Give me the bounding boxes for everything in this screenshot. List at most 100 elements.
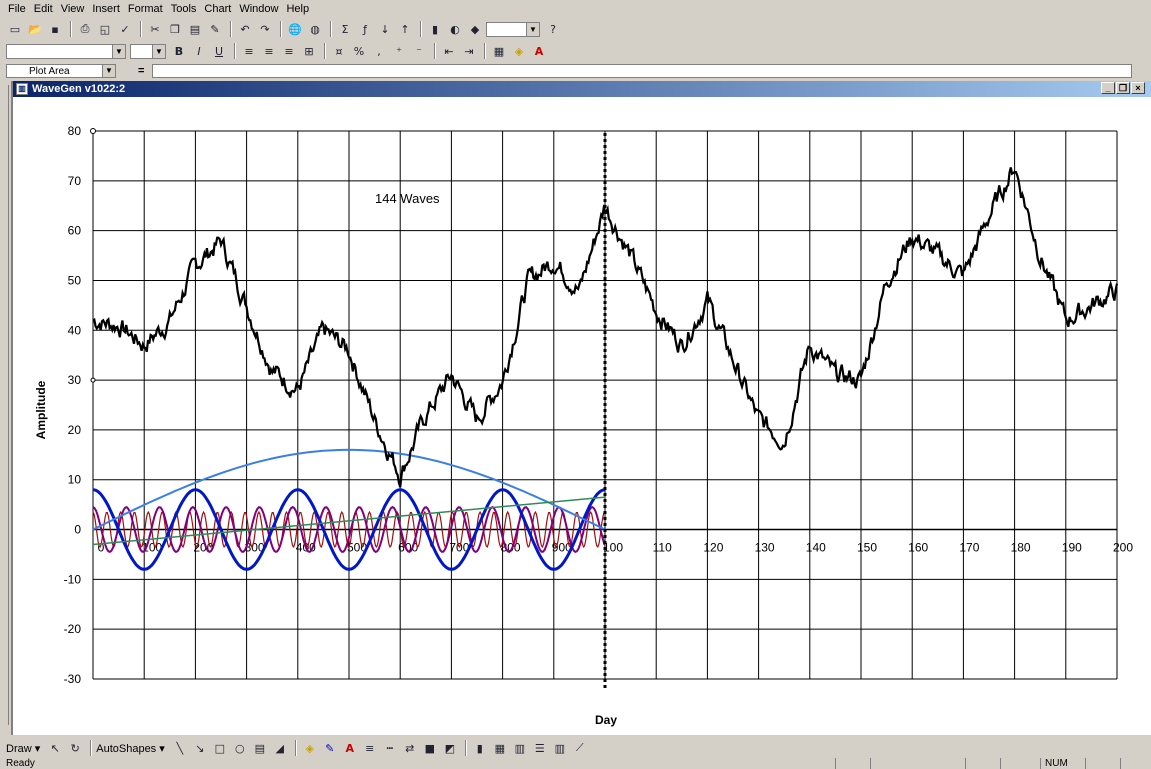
y-tick-label: 10 <box>68 473 82 487</box>
currency-icon[interactable]: ¤ <box>335 44 343 58</box>
menu-item-chart[interactable]: Chart <box>204 3 232 15</box>
formula-input[interactable] <box>152 64 1133 78</box>
format-painter-icon[interactable]: ✎ <box>210 22 220 36</box>
new-icon[interactable]: ▭ <box>9 22 21 36</box>
autosum-icon[interactable]: Σ <box>341 22 349 36</box>
paste-icon[interactable]: ▤ <box>189 22 201 36</box>
draw-menu[interactable]: Draw ▾ <box>6 742 41 755</box>
x-tick-label: 130 <box>755 541 775 555</box>
chart-type-icon[interactable]: ▮ <box>476 741 483 755</box>
separator <box>90 740 93 756</box>
y-tick-label: 30 <box>68 373 82 387</box>
drawing-icon[interactable]: ◆ <box>470 22 480 36</box>
open-icon[interactable]: 📂 <box>28 22 42 36</box>
rectangle-icon[interactable]: □ <box>214 741 225 755</box>
legend-icon[interactable]: ▦ <box>494 741 505 755</box>
menu-item-tools[interactable]: Tools <box>170 3 197 15</box>
increase-indent-icon[interactable]: ⇥ <box>464 44 474 58</box>
name-box[interactable]: Plot Area ▼ <box>6 64 116 78</box>
web-toolbar-icon[interactable]: ◍ <box>310 22 320 36</box>
angle-text-icon[interactable]: ⟋ <box>575 741 584 754</box>
shadow-icon[interactable]: ■ <box>424 741 435 755</box>
window-titlebar[interactable]: ▥ WaveGen v1022:2 _ ❐ × <box>13 81 1151 97</box>
oval-icon[interactable]: ○ <box>234 741 245 755</box>
by-column-icon[interactable]: ▥ <box>554 741 565 755</box>
status-bar: Ready NUM <box>0 758 1151 769</box>
data-table-icon[interactable]: ▥ <box>514 741 525 755</box>
restore-button[interactable]: ❐ <box>1116 82 1130 94</box>
wordart-icon[interactable]: ◢ <box>275 741 284 755</box>
x-tick-label: 160 <box>908 541 928 555</box>
y-tick-label: -10 <box>64 572 82 586</box>
close-button[interactable]: × <box>1131 82 1145 94</box>
chevron-down-icon: ▼ <box>112 44 125 58</box>
menu-bar: File Edit View Insert Format Tools Chart Window… <box>0 0 1151 18</box>
font-size-combo[interactable]: ▼ <box>130 43 166 59</box>
print-icon[interactable]: ⎙ <box>80 22 90 35</box>
by-row-icon[interactable]: ☰ <box>534 741 545 755</box>
bold-button[interactable]: B <box>174 44 184 58</box>
comma-button[interactable]: , <box>377 44 381 58</box>
font-color-icon[interactable]: A <box>534 44 544 58</box>
autoshapes-menu[interactable]: AutoShapes ▾ <box>96 742 165 755</box>
undo-icon[interactable]: ↶ <box>240 22 250 36</box>
align-center-icon[interactable]: ≡ <box>264 44 274 58</box>
series-group <box>92 133 1119 691</box>
save-icon[interactable]: ▪ <box>51 22 59 36</box>
line-color-icon[interactable]: ✎ <box>325 741 335 755</box>
status-cell <box>1085 758 1086 769</box>
chart-wizard-icon[interactable]: ▮ <box>431 22 439 36</box>
zoom-combo[interactable]: ▼ <box>486 21 540 37</box>
fill-color-icon[interactable]: ◈ <box>305 741 314 755</box>
map-icon[interactable]: ◐ <box>450 22 460 36</box>
sheet-left-edge <box>0 81 12 735</box>
redo-icon[interactable]: ↷ <box>260 22 270 36</box>
decrease-indent-icon[interactable]: ⇤ <box>444 44 454 58</box>
3d-icon[interactable]: ◩ <box>444 741 455 755</box>
select-objects-icon[interactable]: ↖ <box>50 741 60 755</box>
sort-descending-icon[interactable]: ↑ <box>400 22 410 36</box>
align-right-icon[interactable]: ≡ <box>284 44 294 58</box>
textbox-icon[interactable]: ▤ <box>254 741 265 755</box>
font-combo[interactable]: ▼ <box>6 43 126 59</box>
underline-button[interactable]: U <box>214 44 224 58</box>
spelling-icon[interactable]: ✓ <box>120 22 130 36</box>
increase-decimal-icon[interactable]: ⁺ <box>396 44 402 58</box>
arrow-style-icon[interactable]: ⇄ <box>405 741 415 755</box>
align-left-icon[interactable]: ≡ <box>244 44 254 58</box>
y-tick-label: -20 <box>64 622 82 636</box>
help-icon[interactable]: ? <box>550 22 556 36</box>
hyperlink-icon[interactable]: 🌐 <box>288 22 302 36</box>
line-style-icon[interactable]: ≡ <box>365 741 375 755</box>
cut-icon[interactable]: ✂ <box>150 22 160 36</box>
line-icon[interactable]: ╲ <box>176 741 184 755</box>
font-color-icon[interactable]: A <box>345 741 355 755</box>
menu-item-view[interactable]: View <box>60 3 85 15</box>
formatting-toolbar: ▼ ▼ B I U ≡ ≡ ≡ ⊞ ¤ % , ⁺ ⁻ ⇤ ⇥ ▦ ◈ A <box>0 41 1151 61</box>
menu-item-edit[interactable]: Edit <box>33 3 53 15</box>
percent-button[interactable]: % <box>353 44 365 58</box>
menu-item-help[interactable]: Help <box>286 3 310 15</box>
decrease-decimal-icon[interactable]: ⁻ <box>416 44 422 58</box>
free-rotate-icon[interactable]: ↻ <box>70 741 80 755</box>
sort-ascending-icon[interactable]: ↓ <box>380 22 390 36</box>
dash-style-icon[interactable]: ┅ <box>386 741 394 755</box>
italic-button[interactable]: I <box>197 44 201 58</box>
menu-item-file[interactable]: File <box>8 3 26 15</box>
copy-icon[interactable]: ❐ <box>170 22 180 36</box>
function-icon[interactable]: ƒ <box>363 22 367 36</box>
menu-item-insert[interactable]: Insert <box>92 3 120 15</box>
minimize-button[interactable]: _ <box>1101 82 1115 94</box>
menu-item-window[interactable]: Window <box>239 3 279 15</box>
y-tick-label: -30 <box>64 672 82 686</box>
borders-icon[interactable]: ▦ <box>493 44 505 58</box>
separator <box>330 21 332 37</box>
y-tick-label: 60 <box>68 224 82 238</box>
fill-color-icon[interactable]: ◈ <box>514 44 524 58</box>
menu-item-format[interactable]: Format <box>127 3 163 15</box>
num-lock-indicator: NUM <box>1040 758 1083 769</box>
arrow-icon[interactable]: ↘ <box>195 741 205 755</box>
print-preview-icon[interactable]: ◱ <box>99 22 111 36</box>
merge-center-icon[interactable]: ⊞ <box>304 44 314 58</box>
